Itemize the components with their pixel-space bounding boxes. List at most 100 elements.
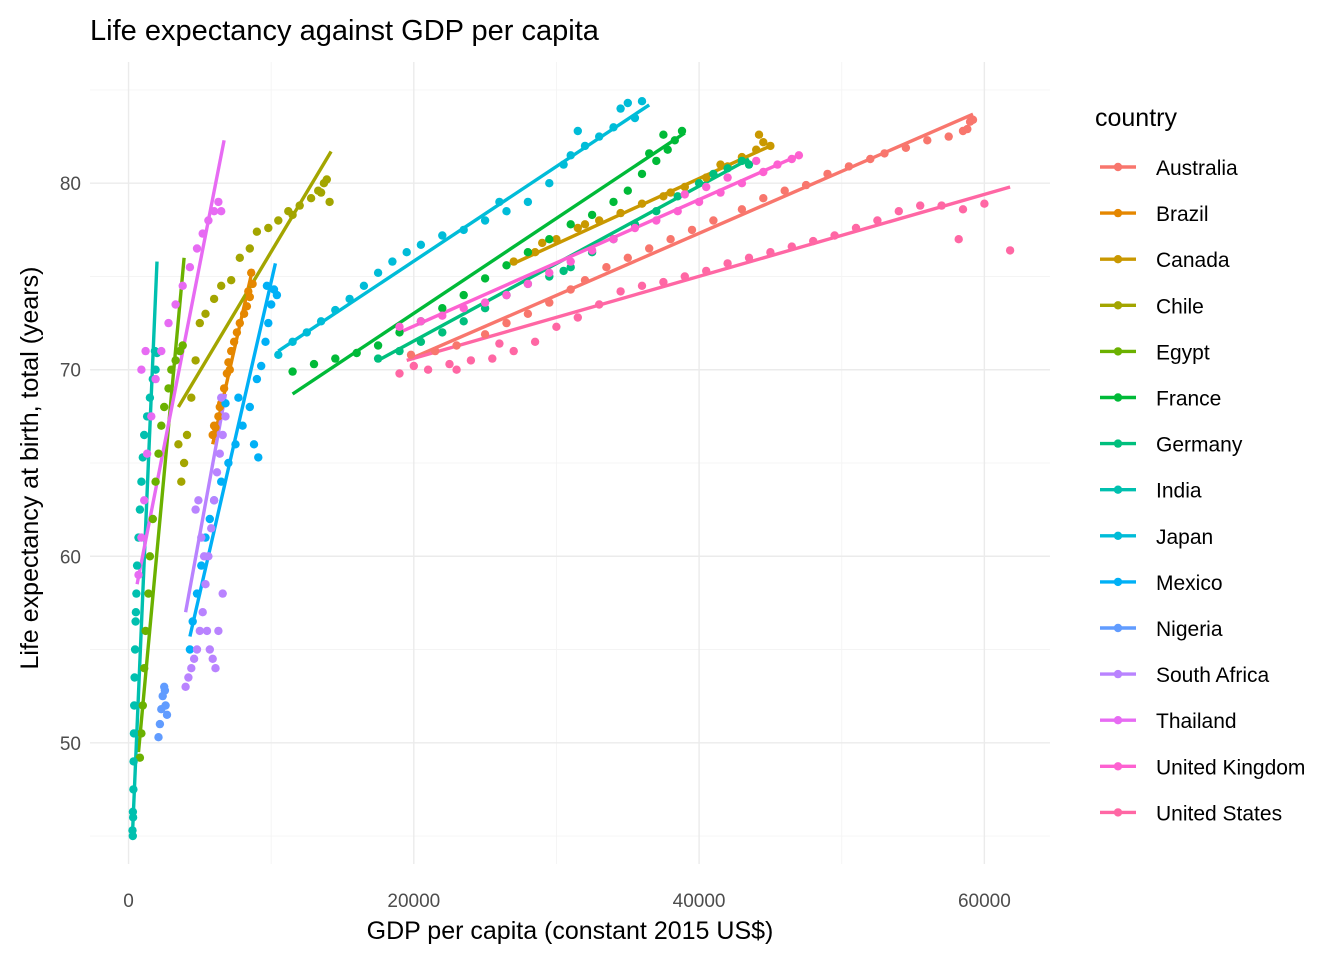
data-point: [1005, 246, 1015, 255]
x-tick-label: 40000: [673, 891, 726, 912]
data-point: [225, 365, 234, 374]
data-point: [164, 384, 173, 393]
data-point: [359, 281, 369, 290]
data-point: [759, 194, 768, 203]
data-point: [182, 430, 192, 440]
data-point: [801, 180, 811, 190]
data-point: [580, 220, 590, 229]
data-point: [623, 253, 632, 262]
data-point: [630, 223, 640, 233]
data-point: [155, 719, 165, 729]
data-point: [673, 192, 682, 201]
data-point: [331, 305, 340, 315]
legend-key-point: [1113, 255, 1123, 264]
data-point: [288, 210, 297, 220]
legend-entry-label: Mexico: [1156, 572, 1223, 595]
data-point: [530, 248, 540, 257]
data-points: [128, 97, 1015, 841]
data-point: [894, 207, 903, 216]
data-point: [637, 169, 647, 179]
data-point: [873, 216, 882, 225]
data-point: [252, 374, 262, 384]
data-point: [157, 421, 166, 430]
data-point: [645, 244, 654, 253]
data-point: [199, 552, 209, 561]
data-point: [214, 626, 223, 636]
data-point: [509, 257, 518, 266]
data-point: [131, 608, 141, 617]
data-point: [148, 514, 157, 524]
data-point: [150, 346, 160, 356]
data-point: [652, 156, 661, 166]
data-point: [195, 318, 204, 328]
data-point: [694, 179, 704, 188]
data-point: [566, 257, 575, 266]
data-point: [637, 281, 647, 290]
data-point: [680, 182, 689, 192]
grid: [90, 62, 1050, 864]
legend-key-point: [1113, 669, 1123, 679]
x-tick-label: 60000: [958, 891, 1011, 912]
data-point: [306, 194, 316, 203]
data-point: [416, 240, 426, 249]
data-point: [459, 317, 468, 326]
data-point: [135, 753, 145, 762]
data-point: [129, 729, 139, 738]
data-point: [480, 216, 490, 225]
data-point: [395, 369, 404, 378]
data-point: [171, 300, 180, 309]
data-point: [202, 626, 212, 636]
data-point: [480, 274, 490, 283]
data-point: [144, 589, 153, 598]
legend-key-point: [1113, 577, 1123, 587]
data-point: [217, 207, 226, 216]
data-point: [373, 268, 383, 277]
data-point: [167, 365, 176, 374]
legend-key-point: [1113, 439, 1123, 448]
data-point: [185, 645, 195, 654]
data-point: [459, 225, 468, 235]
data-point: [652, 216, 661, 225]
data-point: [630, 113, 640, 123]
data-point: [573, 223, 582, 233]
data-point: [723, 164, 732, 173]
legend-key-point: [1113, 808, 1123, 817]
data-point: [189, 654, 199, 663]
data-point: [587, 246, 597, 255]
legend-key-point: [1113, 208, 1123, 218]
data-point: [559, 266, 568, 276]
data-point: [141, 346, 150, 356]
legend-entry-label: United States: [1156, 802, 1282, 825]
data-point: [201, 309, 210, 318]
data-point: [759, 138, 768, 147]
data-point: [205, 645, 214, 654]
data-point: [252, 227, 262, 236]
data-point: [151, 374, 160, 384]
data-point: [552, 322, 561, 331]
data-point: [197, 561, 206, 570]
data-point: [131, 617, 140, 626]
data-point: [773, 160, 782, 169]
legend-entry-label: Nigeria: [1156, 618, 1223, 641]
data-point: [737, 205, 747, 214]
data-point: [232, 328, 242, 337]
data-point: [160, 402, 169, 412]
data-point: [637, 199, 647, 208]
data-point: [480, 330, 490, 339]
legend-key-point: [1113, 393, 1123, 402]
data-point: [217, 281, 226, 290]
data-point: [192, 244, 202, 253]
legend-entry-label: France: [1156, 388, 1221, 411]
data-point: [702, 182, 711, 192]
data-point: [573, 313, 582, 322]
data-point: [466, 356, 476, 365]
data-point: [595, 216, 604, 225]
data-point: [204, 216, 213, 225]
data-point: [151, 477, 160, 486]
data-point: [766, 248, 775, 257]
legend-key-point: [1113, 716, 1123, 725]
data-point: [445, 359, 454, 369]
legend-entry-label: India: [1156, 480, 1202, 503]
data-point: [545, 298, 554, 307]
data-point: [142, 449, 152, 458]
